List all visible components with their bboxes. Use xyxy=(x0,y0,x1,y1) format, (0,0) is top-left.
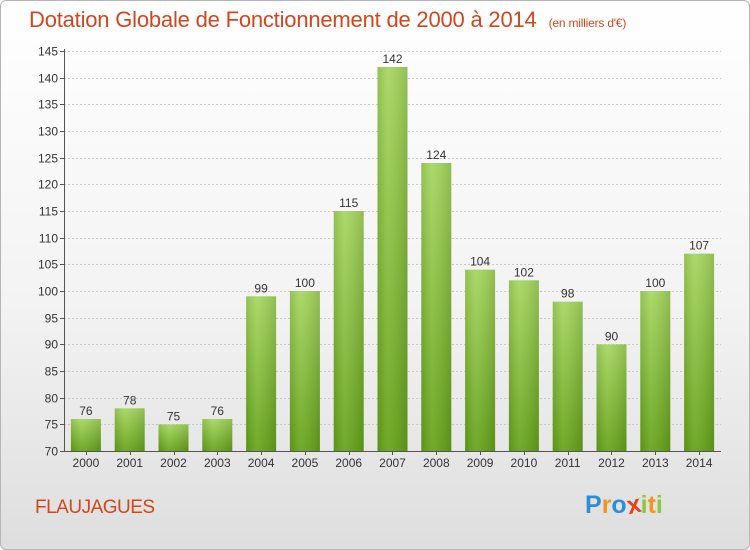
data-label: 102 xyxy=(514,265,534,279)
x-tick-label: 2006 xyxy=(335,456,362,470)
logo-letter: o xyxy=(611,491,627,519)
logo-letter: i xyxy=(655,491,663,519)
proxiti-logo: Proxiti xyxy=(585,490,663,520)
data-label: 115 xyxy=(339,196,358,210)
x-tick-label: 2011 xyxy=(555,456,581,470)
bar-shade xyxy=(70,419,101,451)
bar-shade xyxy=(552,301,583,451)
y-tick-label: 125 xyxy=(38,152,58,166)
y-tick-label: 115 xyxy=(39,205,58,219)
bar-shade xyxy=(202,419,233,451)
x-tick-label: 2010 xyxy=(511,456,538,470)
x-tick-label: 2008 xyxy=(423,456,450,470)
bar-shade xyxy=(684,253,715,451)
y-tick-label: 135 xyxy=(38,98,58,112)
data-label: 90 xyxy=(605,329,619,343)
bar-shade xyxy=(596,344,627,451)
chart-title-text: Dotation Globale de Fonctionnement de 20… xyxy=(29,7,537,32)
y-tick-label: 145 xyxy=(38,45,58,59)
x-tick-label: 2005 xyxy=(292,456,319,470)
logo-letter: t xyxy=(647,491,656,519)
x-tick-label: 2002 xyxy=(160,456,187,470)
x-tick-label: 2014 xyxy=(686,456,713,470)
chart-title: Dotation Globale de Fonctionnement de 20… xyxy=(29,7,626,33)
bar-shade xyxy=(246,296,277,451)
x-tick-label: 2001 xyxy=(116,456,143,470)
x-tick-label: 2013 xyxy=(642,456,669,470)
data-label: 99 xyxy=(254,281,268,295)
bars xyxy=(70,67,715,451)
data-label: 75 xyxy=(167,409,181,423)
bar-shade xyxy=(158,424,189,451)
y-tick-label: 90 xyxy=(45,338,59,352)
y-tick-label: 95 xyxy=(45,312,59,326)
y-tick-label: 140 xyxy=(38,72,58,86)
y-tick-label: 80 xyxy=(45,392,59,406)
x-tick-label: 2012 xyxy=(598,456,625,470)
bar-shade xyxy=(421,163,452,451)
x-tick-label: 2003 xyxy=(204,456,231,470)
data-label: 100 xyxy=(645,276,665,290)
bar-shade xyxy=(465,269,496,451)
chart-subtitle: (en milliers d'€) xyxy=(548,16,627,30)
x-tick-label: 2007 xyxy=(379,456,406,470)
data-label: 76 xyxy=(79,404,93,418)
bar-shade xyxy=(114,408,145,451)
commune-name: FLAUJAGUES xyxy=(35,497,155,518)
y-tick-label: 75 xyxy=(45,418,59,432)
bar-shade xyxy=(640,291,671,451)
data-label: 100 xyxy=(295,276,315,290)
logo-letter: r xyxy=(601,491,612,519)
data-label: 98 xyxy=(561,287,575,301)
y-tick-label: 105 xyxy=(38,258,58,272)
bar-shade xyxy=(508,280,539,451)
y-tick-label: 85 xyxy=(45,365,59,379)
x-tick-label: 2004 xyxy=(248,456,275,470)
bar-shade xyxy=(333,211,364,451)
data-label: 76 xyxy=(211,404,225,418)
axes xyxy=(60,49,721,455)
logo-letter: i xyxy=(640,491,648,519)
logo-letter: P xyxy=(585,491,602,519)
labels: 70 75 80 85 90 95 100 105 110 115 120 125 130 135 140 1… xyxy=(38,45,713,471)
y-tick-label: 130 xyxy=(38,125,58,139)
bar-shade xyxy=(289,291,320,451)
y-tick-label: 70 xyxy=(45,445,59,459)
data-label: 124 xyxy=(426,148,446,162)
data-label: 142 xyxy=(382,52,402,66)
data-label: 104 xyxy=(470,255,490,269)
y-tick-label: 110 xyxy=(39,232,58,246)
data-label: 107 xyxy=(689,239,709,253)
x-tick-label: 2000 xyxy=(73,456,100,470)
x-tick-label: 2009 xyxy=(467,456,494,470)
y-tick-label: 100 xyxy=(38,285,58,299)
bar-shade xyxy=(377,67,408,451)
data-label: 78 xyxy=(123,393,137,407)
y-tick-label: 120 xyxy=(38,178,58,192)
